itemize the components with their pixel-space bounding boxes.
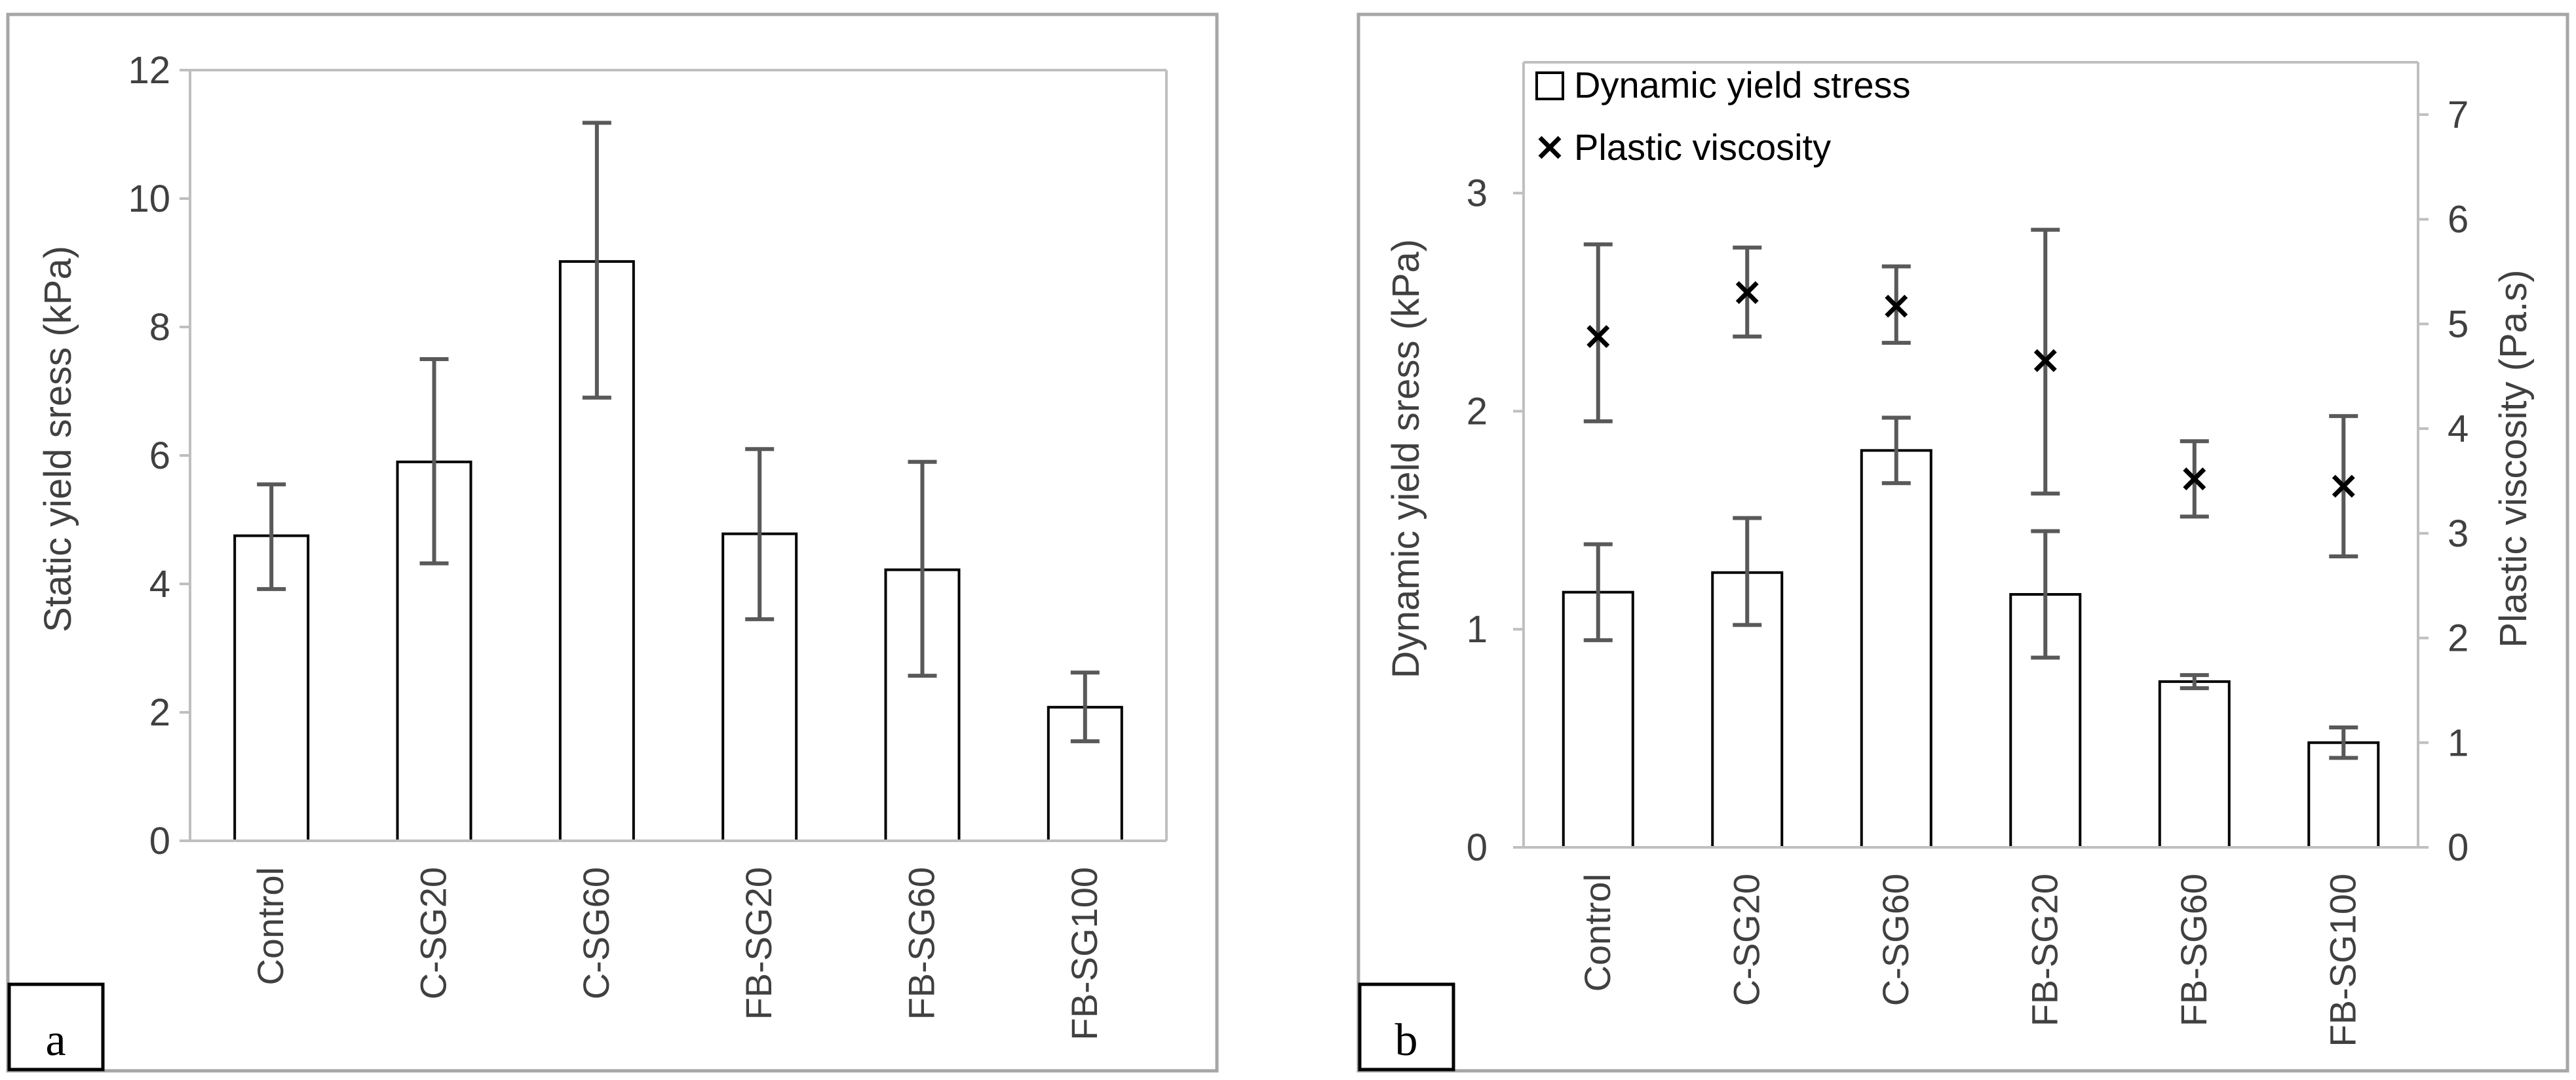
y2-tick-label: 5 [2448, 303, 2469, 345]
panel-a-bars [233, 260, 1123, 843]
y-tick-label: 3 [1467, 172, 1488, 215]
bar-error-c-sg20 [1733, 516, 1762, 627]
viscosity-marker-fb-sg100 [2332, 474, 2355, 498]
bar-error-c-sg60 [1881, 415, 1911, 486]
error-bar-c-sg60 [582, 121, 611, 400]
viscosity-marker-fb-sg20 [2033, 349, 2057, 372]
x-tick-label-fb-sg60: FB-SG60 [901, 867, 942, 1020]
panel-a-label: a [45, 1015, 66, 1066]
viscosity-error-control [1583, 242, 1613, 423]
bar-fb-sg100 [1047, 706, 1123, 843]
panel-b-y2-axis-title: Plastic viscosity (Pa.s) [2492, 270, 2535, 648]
x-tick-label-fb-sg20: FB-SG20 [738, 867, 779, 1020]
panel-b-label: b [1395, 1015, 1418, 1066]
x-tick-label-c-sg60: C-SG60 [575, 867, 617, 999]
viscosity-marker-control [1586, 325, 1610, 348]
panel-b-bars [1562, 449, 2380, 849]
legend-plastic-viscosity: Plastic viscosity [1574, 126, 1831, 168]
y-tick-label: 4 [149, 563, 170, 606]
bar-error-fb-sg20 [2031, 529, 2060, 660]
y2-tick-label: 1 [2448, 722, 2469, 764]
panel-a-label-box [7, 982, 105, 1071]
panel-a-frame [6, 12, 1219, 1073]
bar-fb-sg20 [2009, 592, 2082, 849]
panel-b: 0 1 2 3 0 1 2 3 4 5 6 7 Control C-SG20 C-SG60 FB-SG20… [1356, 12, 2569, 1073]
viscosity-marker-c-sg60 [1885, 294, 1908, 318]
panel-b-label-box [1358, 982, 1455, 1071]
y2-tick-label: 6 [2448, 199, 2469, 241]
x-tick-label-c-sg20: C-SG20 [1725, 874, 1767, 1006]
x-tick-label-fb-sg100: FB-SG100 [2322, 874, 2363, 1047]
y2-tick-label: 4 [2448, 408, 2469, 450]
y-tick-label: 6 [149, 434, 170, 477]
legend-bar-swatch [1535, 71, 1564, 100]
x-tick-label-control: Control [1577, 874, 1618, 992]
y-tick-label: 2 [1467, 390, 1488, 433]
bar-error-fb-sg60 [2180, 673, 2209, 691]
y-tick-label: 12 [128, 49, 170, 92]
panel-b-frame [1356, 12, 2569, 1073]
x-tick-label-fb-sg60: FB-SG60 [2173, 874, 2214, 1026]
panel-b-y-ticks: 0 1 2 3 [1467, 172, 1524, 869]
panel-b-y-axis-title: Dynamic yield sress (kPa) [1385, 239, 1427, 678]
legend-dynamic-yield-stress: Dynamic yield stress [1574, 64, 1910, 106]
bar-error-fb-sg100 [2329, 725, 2358, 760]
x-tick-label-fb-sg20: FB-SG20 [2024, 874, 2065, 1026]
error-bar-c-sg20 [419, 357, 449, 566]
panel-b-legend: Dynamic yield stress Plastic viscosity [1535, 64, 1910, 168]
y-tick-label: 1 [1467, 608, 1488, 651]
error-bar-control [257, 482, 286, 591]
panel-b-y2-ticks: 0 1 2 3 4 5 6 7 [2418, 94, 2469, 869]
y2-tick-label: 3 [2448, 512, 2469, 555]
bar-error-control [1583, 542, 1613, 642]
legend-x-marker [1538, 136, 1562, 159]
bar-fb-sg100 [2307, 741, 2380, 849]
panel-a-y-axis-title: Static yield sress (kPa) [37, 246, 79, 632]
panel-b-x-tick-labels: Control C-SG20 C-SG60 FB-SG20 FB-SG60 FB-SG10… [1577, 874, 2364, 1047]
y-tick-label: 0 [1467, 826, 1488, 869]
error-bar-fb-sg20 [745, 447, 775, 621]
bar-c-sg60 [1860, 449, 1932, 849]
panel-a-y-ticks: 0 2 4 6 8 10 12 [128, 49, 190, 862]
x-tick-label-c-sg60: C-SG60 [1875, 874, 1916, 1006]
error-bar-fb-sg100 [1070, 670, 1100, 744]
y2-tick-label: 0 [2448, 826, 2469, 869]
panel-a-error-bars [257, 121, 1100, 744]
y2-tick-label: 7 [2448, 94, 2469, 136]
bar-fb-sg60 [2158, 680, 2231, 849]
viscosity-marker-c-sg20 [1735, 280, 1759, 304]
y-tick-label: 2 [149, 691, 170, 734]
y-tick-label: 8 [149, 306, 170, 349]
error-bar-fb-sg60 [908, 459, 937, 678]
y-tick-label: 0 [149, 820, 170, 862]
panel-b-bar-error-bars [1583, 415, 2358, 760]
panel-b-viscosity-markers [1583, 227, 2358, 558]
y2-tick-label: 2 [2448, 617, 2469, 660]
x-tick-label-control: Control [250, 867, 291, 986]
panel-a-x-tick-labels: Control C-SG20 C-SG60 FB-SG20 FB-SG60 FB-SG10… [250, 867, 1105, 1041]
viscosity-marker-fb-sg60 [2183, 467, 2206, 491]
x-tick-label-fb-sg100: FB-SG100 [1064, 867, 1105, 1041]
panel-a: 0 2 4 6 8 10 12 Control C-SG20 C-SG60 FB-SG20 FB-S… [6, 12, 1219, 1073]
x-tick-label-c-sg20: C-SG20 [413, 867, 454, 999]
y-tick-label: 10 [128, 178, 170, 220]
